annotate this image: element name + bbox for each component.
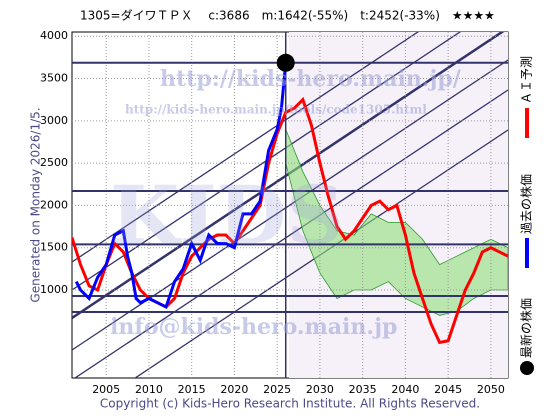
x-tick-label: 2025	[263, 383, 291, 396]
series-line	[72, 96, 508, 345]
x-tick-label: 2015	[178, 383, 206, 396]
x-tick-label: 2035	[349, 383, 377, 396]
y-tick-label: 1000	[40, 283, 68, 296]
x-tick-label: 2020	[220, 383, 248, 396]
x-tick-label: 2010	[135, 383, 163, 396]
x-tick-label: 2005	[92, 383, 120, 396]
x-tick-label: 2030	[306, 383, 334, 396]
copyright: Copyright (c) Kids-Hero Research Institu…	[100, 397, 480, 411]
watermark: http://kids-hero.main.jp/tools/code1305.…	[125, 103, 427, 117]
y-tick-label: 2000	[40, 198, 68, 211]
legend-marker	[520, 361, 534, 375]
watermark: info@kids-hero.main.jp	[110, 314, 397, 340]
watermark: http://kids-hero.main.jp/	[160, 66, 462, 92]
y-tick-label: 3500	[40, 72, 68, 85]
y-tick-label: 4000	[40, 29, 68, 42]
latest-point	[276, 53, 295, 72]
watermark: KIDS	[110, 168, 344, 262]
legend-label: ＡＩ予測	[520, 56, 534, 104]
legend-label: 最新の株価	[519, 298, 534, 358]
series-line	[74, 62, 288, 310]
y-tick-label: 1500	[40, 241, 68, 254]
legend-label: 過去の株価	[519, 174, 534, 234]
x-tick-label: 2050	[477, 383, 505, 396]
generated-note: Generated on Monday 2026/1/5.	[29, 107, 43, 302]
x-tick-label: 2045	[434, 383, 462, 396]
header: 1305=ダイワＴＰＸ c:3686 m:1642(-55%) t:2452(-…	[80, 8, 495, 23]
x-tick-label: 2040	[391, 383, 419, 396]
y-tick-label: 3000	[40, 114, 68, 127]
forecast-band	[285, 129, 508, 316]
y-tick-label: 2500	[40, 156, 68, 169]
